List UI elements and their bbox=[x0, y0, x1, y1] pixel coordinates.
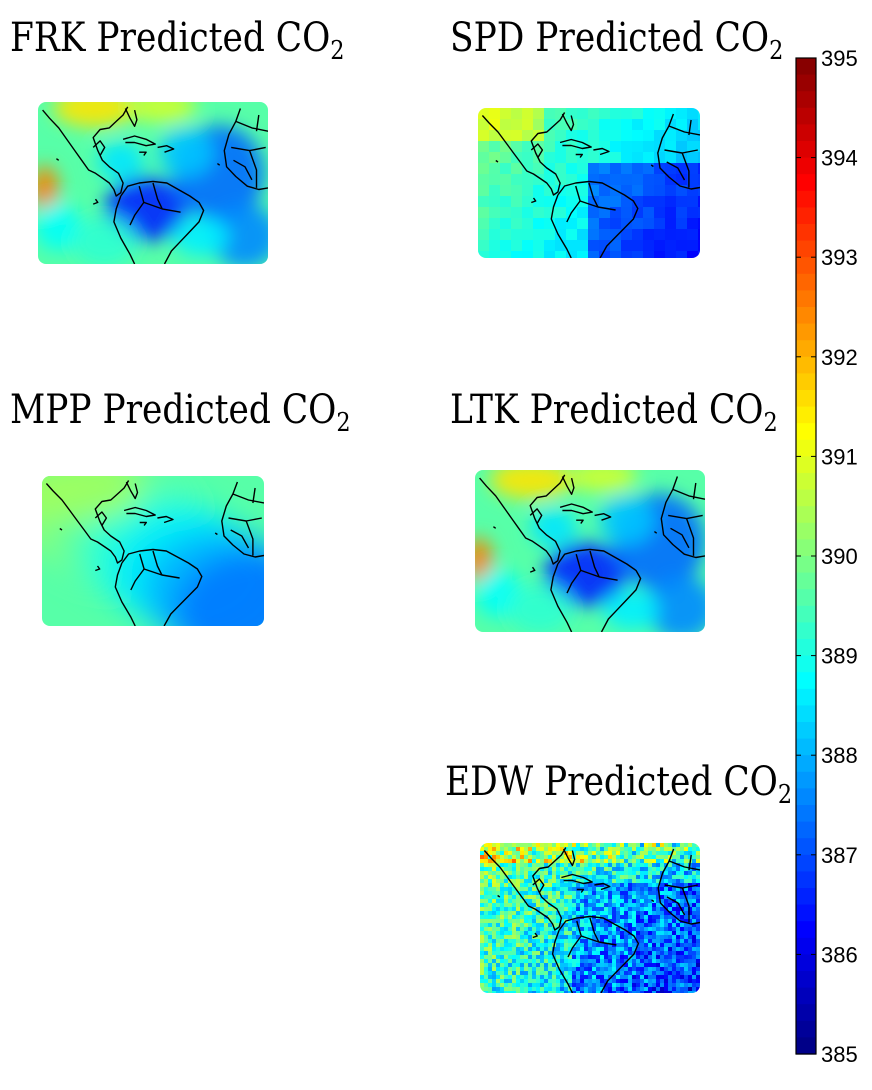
panel-title-spd: SPD Predicted CO2 bbox=[450, 18, 783, 64]
colorbar-tick-label-393: 393 bbox=[821, 245, 858, 270]
coastline-outlines bbox=[483, 847, 700, 993]
co2-field bbox=[475, 470, 705, 632]
map-panel-edw bbox=[480, 843, 700, 993]
coastline-outlines bbox=[45, 480, 264, 626]
panel-title-edw-sub: 2 bbox=[777, 780, 793, 810]
colorbar-tick-label-385: 385 bbox=[821, 1042, 858, 1067]
map-panel-ltk bbox=[475, 470, 705, 632]
panel-title-mpp-text: MPP Predicted CO bbox=[10, 387, 337, 433]
coastline-outlines bbox=[479, 474, 705, 632]
colorbar-tick-label-391: 391 bbox=[821, 444, 858, 469]
colorbar-tick-label-392: 392 bbox=[821, 345, 858, 370]
colorbar-tick-label-387: 387 bbox=[821, 843, 858, 868]
colorbar: 385 386 387 388 389 390 391 392 393 394 395 bbox=[795, 48, 858, 1067]
panel-title-frk-sub: 2 bbox=[330, 36, 345, 66]
map-panel-spd bbox=[478, 108, 700, 258]
co2-field bbox=[478, 108, 700, 258]
map-panel-mpp bbox=[42, 476, 264, 626]
panel-title-spd-text: SPD Predicted CO bbox=[450, 15, 770, 61]
panel-title-edw: EDW Predicted CO2 bbox=[445, 762, 792, 808]
map-panel-frk bbox=[38, 102, 268, 264]
panel-title-edw-text: EDW Predicted CO bbox=[445, 759, 778, 805]
colorbar-tick-label-388: 388 bbox=[821, 743, 858, 768]
panel-title-frk-text: FRK Predicted CO bbox=[10, 15, 331, 61]
panel-title-mpp: MPP Predicted CO2 bbox=[10, 390, 351, 436]
colorbar-tick-label-389: 389 bbox=[821, 644, 858, 669]
colorbar-tick-label-386: 386 bbox=[821, 942, 858, 967]
panel-title-frk: FRK Predicted CO2 bbox=[10, 18, 345, 64]
coastline-outlines bbox=[42, 106, 268, 264]
panel-title-ltk-sub: 2 bbox=[763, 408, 778, 438]
co2-field bbox=[42, 476, 264, 626]
colorbar-gradient bbox=[796, 58, 816, 1055]
coastline-outlines bbox=[481, 112, 700, 258]
colorbar-tick-label-390: 390 bbox=[821, 544, 858, 569]
colorbar-tick-label-395: 395 bbox=[821, 48, 858, 71]
panel-title-ltk: LTK Predicted CO2 bbox=[450, 390, 778, 436]
colorbar-tick-label-394: 394 bbox=[821, 146, 858, 171]
panel-title-mpp-sub: 2 bbox=[336, 408, 351, 438]
panel-title-spd-sub: 2 bbox=[769, 36, 784, 66]
panel-title-ltk-text: LTK Predicted CO bbox=[450, 387, 764, 433]
